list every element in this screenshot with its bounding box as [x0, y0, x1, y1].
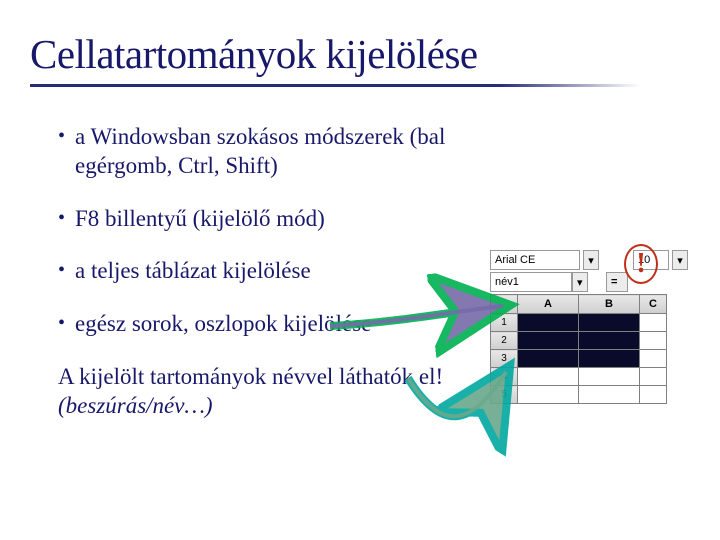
row-header[interactable]: 4 [491, 368, 518, 386]
bullet-item: • F8 billentyű (kijelölő mód) [58, 205, 690, 234]
cell[interactable] [518, 386, 579, 404]
row-header[interactable]: 3 [491, 350, 518, 368]
spreadsheet-grid[interactable]: A B C 1 2 3 4 5 [490, 294, 667, 404]
summary-italic: (beszúrás/név…) [58, 393, 213, 418]
cell[interactable] [640, 368, 667, 386]
font-toolbar: Arial CE ▾ 10 ▾ [490, 250, 710, 270]
dropdown-icon[interactable]: ▾ [583, 250, 599, 270]
cell[interactable] [518, 368, 579, 386]
bullet-dot-icon: • [58, 123, 65, 149]
dropdown-icon[interactable]: ▾ [572, 272, 588, 292]
title-underline [30, 84, 690, 87]
cell[interactable] [640, 332, 667, 350]
bullet-dot-icon: • [58, 205, 65, 231]
bullet-item: • a Windowsban szokásos módszerek (bal e… [58, 123, 690, 181]
column-header[interactable]: A [518, 295, 579, 314]
cell[interactable] [518, 350, 579, 368]
column-header[interactable]: C [640, 295, 667, 314]
summary-line: A kijelölt tartományok névvel láthatók e… [58, 364, 443, 389]
font-name-field[interactable]: Arial CE [490, 250, 580, 270]
name-box-row: név1 ▾ = [490, 272, 710, 292]
row-header[interactable]: 5 [491, 386, 518, 404]
cell[interactable] [579, 386, 640, 404]
bullet-dot-icon: • [58, 257, 65, 283]
cell[interactable] [518, 332, 579, 350]
cell[interactable] [640, 386, 667, 404]
cell[interactable] [579, 350, 640, 368]
bullet-text: egész sorok, oszlopok kijelölése [75, 310, 371, 339]
cell[interactable] [518, 314, 579, 332]
name-box-field[interactable]: név1 [490, 272, 572, 292]
bullet-text: a teljes táblázat kijelölése [75, 257, 311, 286]
cell[interactable] [579, 332, 640, 350]
cell[interactable] [640, 350, 667, 368]
attention-callout: ! [624, 244, 658, 284]
bullet-text: F8 billentyű (kijelölő mód) [75, 205, 325, 234]
row-header[interactable]: 2 [491, 332, 518, 350]
cell[interactable] [579, 314, 640, 332]
cell[interactable] [640, 314, 667, 332]
row-header[interactable]: 1 [491, 314, 518, 332]
exclamation-icon: ! [636, 248, 645, 280]
bullet-text: a Windowsban szokásos módszerek (bal egé… [75, 123, 495, 181]
bullet-dot-icon: • [58, 310, 65, 336]
cell[interactable] [579, 368, 640, 386]
slide-title: Cellatartományok kijelölése [30, 30, 690, 78]
dropdown-icon[interactable]: ▾ [672, 250, 688, 270]
spreadsheet-snippet: Arial CE ▾ 10 ▾ név1 ▾ = A B C 1 2 3 4 5 [490, 250, 710, 404]
column-header[interactable]: B [579, 295, 640, 314]
select-all-corner[interactable] [491, 295, 518, 314]
